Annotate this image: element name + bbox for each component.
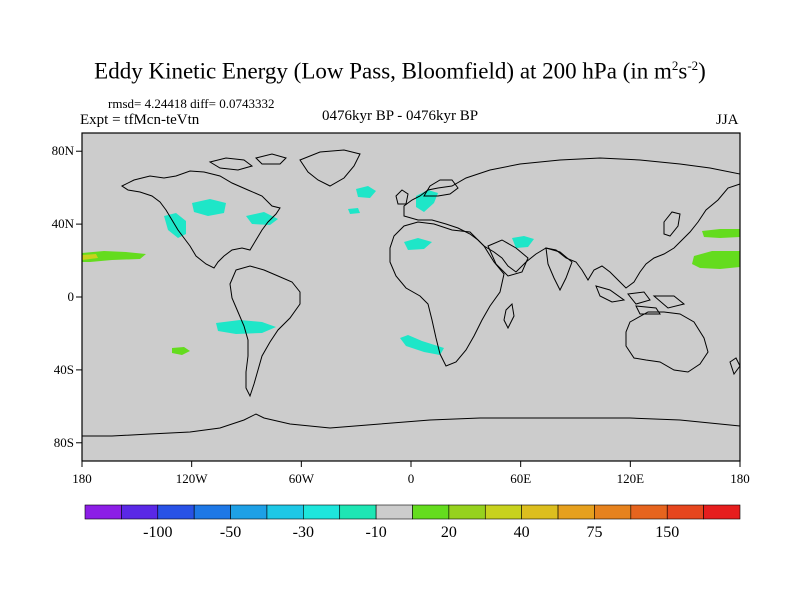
title-close: ) (698, 58, 706, 84)
lon-tick-label: 60W (289, 471, 315, 486)
anomaly-patch-green (172, 347, 190, 355)
title-superscript-2: -2 (687, 58, 699, 73)
colorbar-box (594, 504, 632, 520)
lat-tick-label: 40S (54, 362, 74, 377)
coastline-british-isles (395, 189, 409, 205)
colorbar-label: 40 (514, 524, 530, 541)
anomaly-patch-cyan (400, 335, 444, 355)
lon-tick-label: 120E (617, 471, 645, 486)
title-text: Eddy Kinetic Energy (Low Pass, Bloomfiel… (94, 58, 672, 84)
lat-tick-label: 80N (52, 143, 75, 158)
colorbar-box (521, 504, 559, 520)
map-title: Eddy Kinetic Energy (Low Pass, Bloomfiel… (0, 58, 800, 85)
colorbar-box (412, 504, 450, 520)
colorbar-labels: -100 -50 -30 -10 20 40 75 150 (143, 524, 679, 541)
colorbar-box (448, 504, 486, 520)
season-label: JJA (716, 112, 739, 128)
coastlines (82, 149, 741, 437)
coastline-arabia (487, 239, 529, 277)
colorbar-label: -30 (293, 524, 314, 541)
coastline-eurasia (403, 157, 741, 289)
colorbar-boxes (84, 504, 741, 520)
anomaly-patch-cyan (216, 320, 276, 334)
colorbar-box (193, 504, 231, 520)
coastline-greenland (299, 149, 361, 187)
lat-tick-label: 40N (52, 216, 75, 231)
title-unit-s: s (678, 58, 688, 84)
anomaly-patch-green (702, 229, 740, 238)
anomaly-patch-cyan (356, 186, 376, 198)
lon-tick-label: 180 (72, 471, 92, 486)
longitude-ticks: 180 120W 60W 0 60E 120E 180 (72, 461, 750, 486)
coastline-india (545, 247, 573, 292)
coastline-australia (625, 311, 709, 373)
lat-tick-label: 80S (54, 435, 74, 450)
period-label: 0476kyr BP - 0476kyr BP (322, 108, 479, 124)
lon-tick-label: 180 (730, 471, 750, 486)
colorbar-box (157, 504, 195, 520)
colorbar-box (630, 504, 668, 520)
anomaly-patch-green (82, 251, 146, 262)
coastline-arctic-islands (208, 153, 287, 171)
colorbar-box (484, 504, 522, 520)
title-superscript-1: 2 (671, 58, 679, 73)
colorbar-label: -100 (143, 524, 172, 541)
colorbar-label: -10 (365, 524, 386, 541)
colorbar-box (666, 504, 704, 520)
coastline-scandinavia (423, 179, 459, 197)
lon-tick-label: 60E (510, 471, 531, 486)
coastline-antarctica (82, 413, 741, 437)
lat-tick-label: 0 (68, 289, 75, 304)
coastline-japan (663, 211, 681, 237)
anomaly-patch-cyan (348, 208, 360, 214)
anomaly-patch-cyan (512, 236, 534, 248)
colorbar-box (84, 504, 122, 520)
colorbar-box (230, 504, 268, 520)
coastline-madagascar (503, 302, 515, 330)
colorbar-label: -50 (220, 524, 241, 541)
anomaly-patch-cyan (246, 212, 278, 225)
colorbar-box (703, 504, 741, 520)
colorbar-box (121, 504, 159, 520)
lon-tick-label: 120W (176, 471, 209, 486)
lon-tick-label: 0 (408, 471, 415, 486)
anomaly-patch-yellow (82, 254, 98, 260)
anomaly-patch-cyan (404, 238, 432, 250)
colorbar-label: 150 (655, 524, 679, 541)
colorbar-box (303, 504, 341, 520)
stats-label: rmsd= 4.24418 diff= 0.0743332 (108, 96, 275, 111)
coastline-southeast-asia-islands (595, 285, 686, 315)
anomaly-patch-green (692, 251, 740, 269)
colorbar-label: 20 (441, 524, 457, 541)
anomaly-patch-cyan (192, 199, 226, 216)
colorbar-box (375, 504, 413, 520)
colorbar-box (557, 504, 595, 520)
latitude-ticks: 80N 40N 0 40S 80S (52, 143, 82, 450)
coastline-north-america (121, 170, 281, 269)
experiment-label: Expt = tfMcn-teVtn (80, 112, 200, 128)
coastline-africa (389, 221, 505, 367)
colorbar-label: 75 (586, 524, 602, 541)
colorbar-box (339, 504, 377, 520)
coastline-south-america (229, 265, 301, 398)
colorbar-box (266, 504, 304, 520)
